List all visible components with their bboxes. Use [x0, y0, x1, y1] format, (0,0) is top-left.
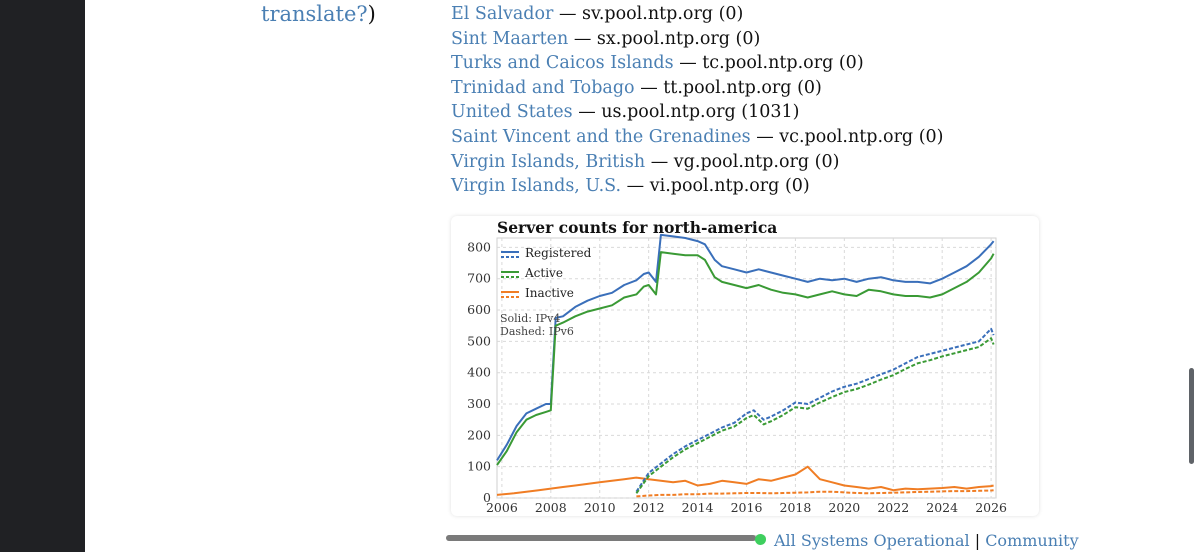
server-count-chart: 0 100 200 300 400 500 600 700 800 2006 2008 2010 201… — [467, 218, 1007, 515]
country-zone-list: El Salvador — sv.pool.ntp.org (0) Sint M… — [451, 2, 944, 199]
legend-note: Dashed: IPv6 — [500, 325, 574, 338]
vertical-scrollbar-track[interactable] — [1186, 0, 1200, 552]
x-tick-label: 2014 — [682, 500, 714, 515]
list-item: Virgin Islands, British — vg.pool.ntp.or… — [451, 150, 944, 175]
side-heading-suffix: ) — [367, 2, 376, 26]
country-link[interactable]: Saint Vincent and the Grenadines — [451, 126, 751, 147]
list-item: Turks and Caicos Islands — tc.pool.ntp.o… — [451, 51, 944, 76]
legend-label: Inactive — [525, 286, 574, 300]
x-tick-label: 2006 — [486, 500, 518, 515]
y-tick-label: 200 — [467, 427, 491, 442]
separator: — — [558, 4, 577, 24]
x-tick-label: 2024 — [926, 500, 958, 515]
y-tick-label: 600 — [467, 302, 491, 317]
country-link[interactable]: Trinidad and Tobago — [451, 77, 635, 98]
x-tick-label: 2012 — [633, 500, 665, 515]
status-link[interactable]: All Systems Operational — [774, 531, 970, 550]
pool-hostname: vi.pool.ntp.org — [649, 176, 780, 197]
pool-hostname: tc.pool.ntp.org — [702, 53, 834, 74]
y-tick-label: 100 — [467, 459, 491, 474]
server-count: (0) — [838, 53, 864, 74]
x-tick-label: 2022 — [877, 500, 909, 515]
vertical-scrollbar-thumb[interactable] — [1189, 368, 1194, 464]
y-tick-label: 400 — [467, 365, 491, 380]
server-count: (0) — [797, 77, 822, 98]
pool-hostname: sx.pool.ntp.org — [596, 28, 730, 49]
series-line-active-solid — [496, 251, 995, 466]
series-line-inactive-solid — [496, 465, 994, 496]
y-tick-label: 0 — [483, 490, 491, 505]
separator: — — [756, 126, 774, 147]
server-count-chart-card: 0 100 200 300 400 500 600 700 800 2006 2008 2010 201… — [451, 216, 1039, 516]
x-tick-label: 2026 — [975, 500, 1007, 515]
list-item: Sint Maarten — sx.pool.ntp.org (0) — [451, 27, 944, 52]
pool-hostname: tt.pool.ntp.org — [663, 77, 792, 98]
separator: — — [626, 176, 645, 197]
list-item: United States — us.pool.ntp.org (1031) — [451, 100, 944, 125]
horizontal-scrollbar-thumb[interactable] — [446, 535, 756, 541]
y-tick-label: 700 — [467, 271, 491, 286]
left-panel-edge — [0, 0, 85, 552]
country-link[interactable]: Sint Maarten — [451, 28, 569, 49]
server-count: (0) — [814, 151, 840, 172]
x-tick-label: 2020 — [828, 500, 860, 515]
separator: — — [640, 77, 658, 98]
page-footer: All Systems Operational | Community — [755, 531, 1079, 550]
footer-divider: | — [974, 531, 981, 550]
list-item: El Salvador — sv.pool.ntp.org (0) — [451, 2, 944, 27]
server-count: (0) — [735, 28, 761, 49]
series-line-active-dashed — [635, 337, 995, 494]
list-item: Virgin Islands, U.S. — vi.pool.ntp.org (… — [451, 174, 944, 199]
legend-label: Active — [524, 266, 563, 280]
series-line-registered-solid — [496, 233, 995, 461]
country-link[interactable]: Virgin Islands, British — [451, 151, 646, 172]
y-tick-label: 800 — [467, 239, 491, 254]
separator: — — [679, 53, 697, 74]
list-item: Saint Vincent and the Grenadines — vc.po… — [451, 125, 944, 150]
x-tick-label: 2010 — [584, 500, 616, 515]
separator: — — [573, 28, 592, 49]
server-count: (1031) — [741, 102, 800, 123]
country-link[interactable]: Virgin Islands, U.S. — [451, 176, 622, 197]
list-item: Trinidad and Tobago — tt.pool.ntp.org (0… — [451, 76, 944, 101]
separator: — — [650, 151, 669, 172]
pool-hostname: vc.pool.ntp.org — [779, 126, 914, 147]
country-link[interactable]: United States — [451, 102, 573, 123]
series-line-registered-dashed — [635, 327, 995, 493]
y-tick-label: 500 — [467, 333, 491, 348]
translate-link[interactable]: translate? — [261, 2, 368, 26]
pool-hostname: vg.pool.ntp.org — [673, 151, 810, 172]
pool-hostname: us.pool.ntp.org — [601, 102, 736, 123]
server-count: (0) — [918, 126, 944, 147]
x-tick-label: 2016 — [731, 500, 763, 515]
server-count: (0) — [718, 4, 744, 24]
side-heading-fragment: translate?) — [261, 2, 376, 26]
country-link[interactable]: Turks and Caicos Islands — [451, 53, 674, 74]
legend-label: Registered — [525, 246, 592, 260]
server-count: (0) — [784, 176, 810, 197]
y-tick-label: 300 — [467, 396, 491, 411]
pool-hostname: sv.pool.ntp.org — [582, 4, 714, 24]
status-dot-icon — [755, 534, 766, 545]
community-link[interactable]: Community — [985, 531, 1079, 550]
x-tick-label: 2018 — [780, 500, 812, 515]
x-tick-label: 2008 — [535, 500, 567, 515]
country-link[interactable]: El Salvador — [451, 4, 554, 24]
series-line-inactive-dashed — [636, 489, 994, 498]
legend-note: Solid: IPv4 — [500, 312, 560, 325]
chart-title: Server counts for north-america — [497, 218, 777, 237]
separator: — — [578, 102, 596, 123]
